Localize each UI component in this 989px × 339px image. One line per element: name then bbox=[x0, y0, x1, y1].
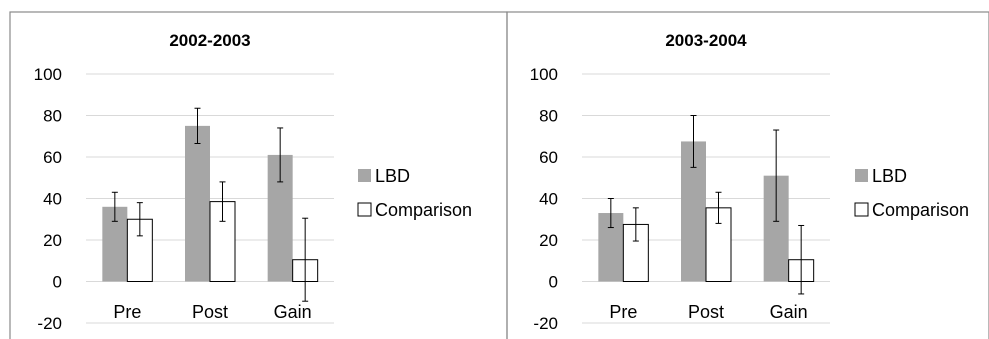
chart-panel-2: 2003-2004 -20 0 20 40 60 80 100 Pre Post Gain LBD Co… bbox=[506, 11, 989, 339]
x-category-label: Pre bbox=[609, 302, 637, 322]
chart-title: 2003-2004 bbox=[665, 31, 747, 50]
legend-label-comparison: Comparison bbox=[872, 200, 969, 220]
y-tick-label: 0 bbox=[53, 273, 62, 292]
legend-swatch-lbd bbox=[358, 169, 371, 182]
x-category-label: Post bbox=[688, 302, 724, 322]
y-tick-label: 0 bbox=[549, 273, 558, 292]
legend-label-lbd: LBD bbox=[872, 166, 907, 186]
chart-title: 2002-2003 bbox=[169, 31, 250, 50]
y-tick-label: 100 bbox=[34, 65, 62, 84]
x-category-label: Gain bbox=[770, 302, 808, 322]
y-tick-label: 20 bbox=[43, 231, 62, 250]
chart-frame bbox=[9, 11, 508, 339]
x-category-label: Gain bbox=[274, 302, 312, 322]
legend-label-lbd: LBD bbox=[375, 166, 410, 186]
y-tick-label: 80 bbox=[539, 107, 558, 126]
y-tick-label: -20 bbox=[533, 314, 558, 333]
bar-lbd-post bbox=[185, 125, 210, 282]
y-tick-label: 80 bbox=[43, 107, 62, 126]
bar-comparison-pre bbox=[126, 218, 153, 282]
legend-swatch-comparison bbox=[854, 202, 869, 217]
legend-label-comparison: Comparison bbox=[375, 200, 472, 220]
y-tick-label: 20 bbox=[539, 231, 558, 250]
y-tick-label: 60 bbox=[43, 148, 62, 167]
y-tick-label: -20 bbox=[37, 314, 62, 333]
x-category-label: Post bbox=[192, 302, 228, 322]
legend-swatch-lbd bbox=[855, 169, 868, 182]
legend-swatch-comparison bbox=[357, 202, 372, 217]
y-tick-label: 100 bbox=[530, 65, 558, 84]
chart-panel-1: 2002-2003 -20 0 20 40 60 80 100 Pre Post Gain LBD Co… bbox=[9, 11, 508, 339]
y-tick-label: 60 bbox=[539, 148, 558, 167]
chart-frame bbox=[506, 11, 989, 339]
y-tick-label: 40 bbox=[43, 190, 62, 209]
x-category-label: Pre bbox=[113, 302, 141, 322]
y-tick-label: 40 bbox=[539, 190, 558, 209]
